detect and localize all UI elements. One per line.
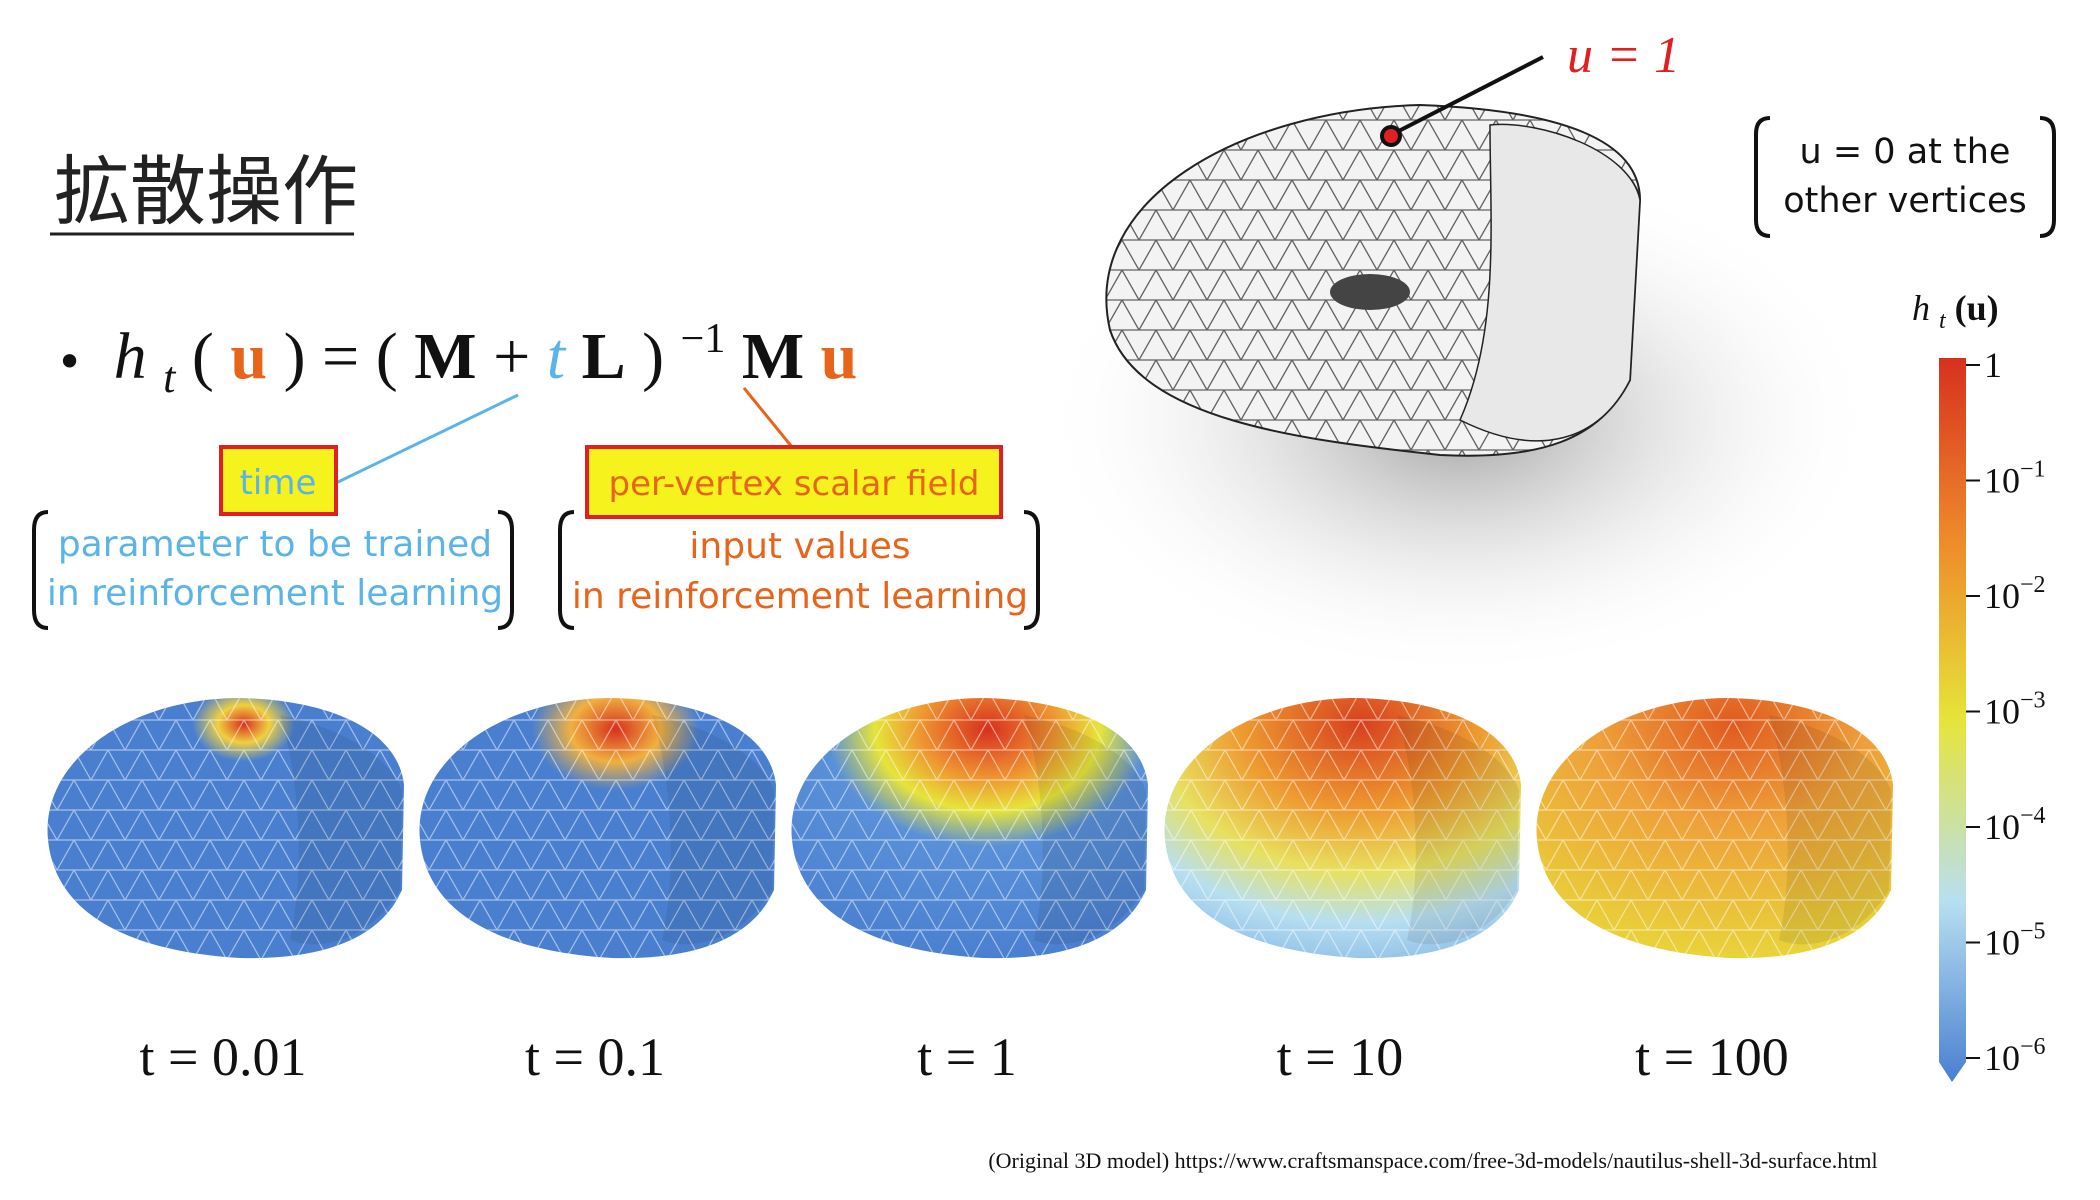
source-citation: (Original 3D model) https://www.craftsma… (988, 1148, 1877, 1173)
formula-part: M (414, 320, 476, 393)
shell-panel (791, 698, 1148, 959)
tick-base: 10 (1984, 576, 2020, 616)
formula-part: u (230, 320, 267, 393)
field-note: input values (689, 526, 910, 567)
panel-label: t = 0.1 (525, 1027, 665, 1087)
tick-base: 10 (1984, 692, 2020, 732)
colorbar-label-part: t (1939, 308, 1947, 334)
field-connector (742, 387, 794, 448)
time-connector (335, 393, 519, 485)
colorbar-tick-label: 10−4 (1984, 803, 2046, 847)
bracket (497, 510, 514, 630)
colorbar-tick-label: 10−1 (1984, 457, 2046, 501)
shell-mesh (1536, 698, 1893, 959)
colorbar (1939, 358, 1966, 1082)
formula-part: t (547, 320, 567, 393)
other-note: other vertices (1783, 181, 2026, 221)
shell-panel (419, 698, 776, 959)
colorbar-tick-label: 10−5 (1984, 919, 2046, 963)
time-label: time (240, 463, 317, 503)
formula-part: h (114, 320, 147, 393)
point-label: u = 1 (1567, 27, 1680, 84)
pointer (1390, 55, 1544, 137)
bracket (1023, 510, 1040, 630)
tick-exponent: −6 (2020, 1034, 2046, 1060)
shell-mesh (791, 698, 1148, 959)
shell-mesh (419, 698, 776, 959)
formula-part: u (821, 320, 858, 393)
formula-part: ( (192, 320, 214, 393)
colorbar-tick-label: 10−6 (1984, 1034, 2046, 1078)
tick-base: 10 (1984, 461, 2020, 501)
shell-panel (1164, 698, 1521, 959)
tick-base: 10 (1984, 1038, 2020, 1078)
tick-exponent: −1 (2020, 457, 2046, 483)
shell-inner (280, 715, 402, 945)
formula-part: M (742, 320, 804, 393)
slide-title: 拡散操作 (54, 147, 358, 236)
colorbar-tick-label: 1 (1984, 345, 2002, 385)
pointer-dot (1380, 125, 1402, 147)
formula-part: t (163, 353, 177, 402)
time-note: parameter to be trained (58, 524, 492, 565)
shell-inner (1397, 715, 1519, 945)
formula-part: + (493, 320, 547, 393)
panel-label: t = 0.01 (140, 1027, 307, 1087)
bracket (32, 510, 49, 630)
field-note: in reinforcement learning (572, 576, 1028, 617)
tick-base: 10 (1984, 923, 2020, 963)
tick-exponent: −5 (2020, 919, 2046, 945)
shell-mesh (47, 698, 405, 959)
formula-part: ) = ( (284, 320, 398, 393)
formula: • h t ( u ) = ( M + t L ) −1 M u (56, 294, 857, 407)
panel-label: t = 1 (917, 1027, 1016, 1087)
bracket (2039, 116, 2056, 238)
bracket (558, 510, 575, 630)
time-note: in reinforcement learning (47, 573, 503, 614)
formula-part: ) (642, 320, 664, 393)
tick-exponent: −3 (2020, 688, 2046, 714)
shell-inner (652, 715, 774, 945)
bracket (1754, 116, 1771, 238)
colorbar-label-part: (u) (1955, 288, 1999, 328)
colorbar-label: h t (u) (1912, 288, 1999, 336)
shell-mesh (1105, 103, 1642, 457)
tick-exponent: −2 (2020, 572, 2046, 598)
shell-mesh (1164, 698, 1521, 959)
shell-inner (1769, 715, 1891, 945)
colorbar-tick-label: 10−2 (1984, 572, 2046, 616)
other-note: u = 0 at the (1800, 132, 2011, 172)
field-label: per-vertex scalar field (609, 464, 980, 504)
tick-base: 1 (1984, 345, 2002, 385)
time-box (219, 445, 338, 516)
formula-part: −1 (681, 316, 726, 362)
tick-exponent: −4 (2020, 803, 2046, 829)
panel-label: t = 100 (1635, 1027, 1788, 1087)
formula-part: L (582, 320, 626, 393)
shell-inner (1024, 715, 1146, 945)
field-box (585, 445, 1003, 519)
shell-panel (47, 698, 405, 959)
panel-label: t = 10 (1277, 1027, 1403, 1087)
colorbar-label-part: h (1912, 288, 1930, 328)
colorbar-tick-label: 10−3 (1984, 688, 2046, 732)
shell-panel (1536, 698, 1893, 959)
bullet: • (56, 335, 83, 389)
tick-base: 10 (1984, 807, 2020, 847)
